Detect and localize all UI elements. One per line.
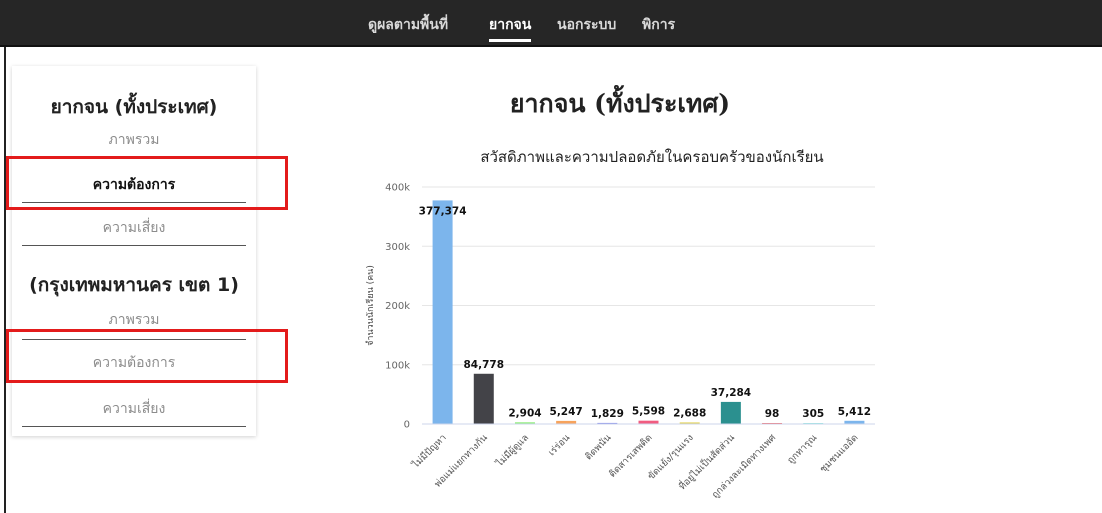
data-label: 84,778: [464, 359, 505, 371]
divider: [22, 426, 246, 427]
data-label: 2,904: [508, 407, 541, 419]
nav-poor[interactable]: ยากจน: [489, 14, 532, 42]
x-tick-label: ไม่มีปัญหา: [409, 432, 449, 472]
nav-out-of-school[interactable]: นอกระบบ: [557, 17, 617, 33]
divider: [22, 202, 246, 203]
bar: [556, 420, 577, 424]
x-tick-label: ชุมชนแออัด: [818, 432, 861, 475]
data-label: 37,284: [711, 387, 752, 399]
y-tick-label: 200k: [385, 301, 410, 312]
sidebar-item-needs-bangkok[interactable]: ความต้องการ: [92, 355, 176, 371]
bar: [844, 420, 865, 424]
page-border: [4, 47, 6, 513]
bar: [638, 420, 659, 424]
sidebar: ยากจน (ทั้งประเทศ) ภาพรวม ความต้องการ คว…: [12, 66, 256, 436]
bar: [679, 422, 700, 424]
nav-disabled[interactable]: พิการ: [642, 17, 676, 33]
bar: [473, 373, 494, 424]
bar: [597, 422, 618, 424]
y-tick-label: 400k: [385, 183, 410, 194]
chart-title: สวัสดิภาพและความปลอดภัยในครอบครัวของนักเ…: [480, 148, 823, 166]
sidebar-item-overview-bangkok[interactable]: ภาพรวม: [108, 312, 160, 328]
sidebar-item-risk-national[interactable]: ความเสี่ยง: [102, 220, 166, 236]
data-label: 305: [802, 408, 824, 420]
nav-area-results[interactable]: ดูผลตามพื้นที่: [368, 17, 449, 33]
bar: [432, 200, 453, 424]
data-label: 98: [765, 408, 780, 420]
bar-chart: สวัสดิภาพและความปลอดภัยในครอบครัวของนักเ…: [365, 148, 875, 501]
page-title: ยากจน (ทั้งประเทศ): [509, 89, 731, 118]
bar: [720, 401, 741, 424]
data-label: 2,688: [673, 407, 706, 419]
x-tick-label: ติดพนัน: [583, 432, 613, 462]
data-label: 1,829: [591, 408, 624, 420]
highlight-box: [6, 329, 288, 383]
y-tick-label: 300k: [385, 242, 410, 253]
data-label: 5,412: [838, 406, 871, 418]
divider: [22, 245, 246, 246]
sidebar-item-risk-bangkok[interactable]: ความเสี่ยง: [102, 401, 166, 417]
x-tick-label: ไม่มีผู้ดูแล: [493, 432, 531, 470]
highlight-box: [6, 156, 288, 210]
top-navigation: ดูผลตามพื้นที่ ยากจน นอกระบบ พิการ: [0, 0, 1102, 47]
data-label: 5,598: [632, 406, 665, 418]
divider: [22, 339, 246, 340]
sidebar-item-needs-national[interactable]: ความต้องการ: [92, 177, 176, 193]
bar: [514, 422, 535, 424]
data-label: 5,247: [550, 406, 583, 418]
x-tick-label: ถูกทารุณ: [785, 432, 819, 466]
sidebar-item-overview-national[interactable]: ภาพรวม: [108, 132, 160, 148]
data-label: 377,374: [419, 205, 467, 217]
y-axis-label: จำนวนนักเรียน (คน): [365, 265, 376, 346]
x-tick-label: เร่ร่อน: [546, 432, 572, 458]
sidebar-section-title-national: ยากจน (ทั้งประเทศ): [50, 96, 218, 118]
y-tick-label: 100k: [385, 360, 410, 371]
sidebar-section-title-bangkok: (กรุงเทพมหานคร เขต 1): [29, 274, 239, 296]
y-tick-label: 0: [404, 420, 410, 431]
